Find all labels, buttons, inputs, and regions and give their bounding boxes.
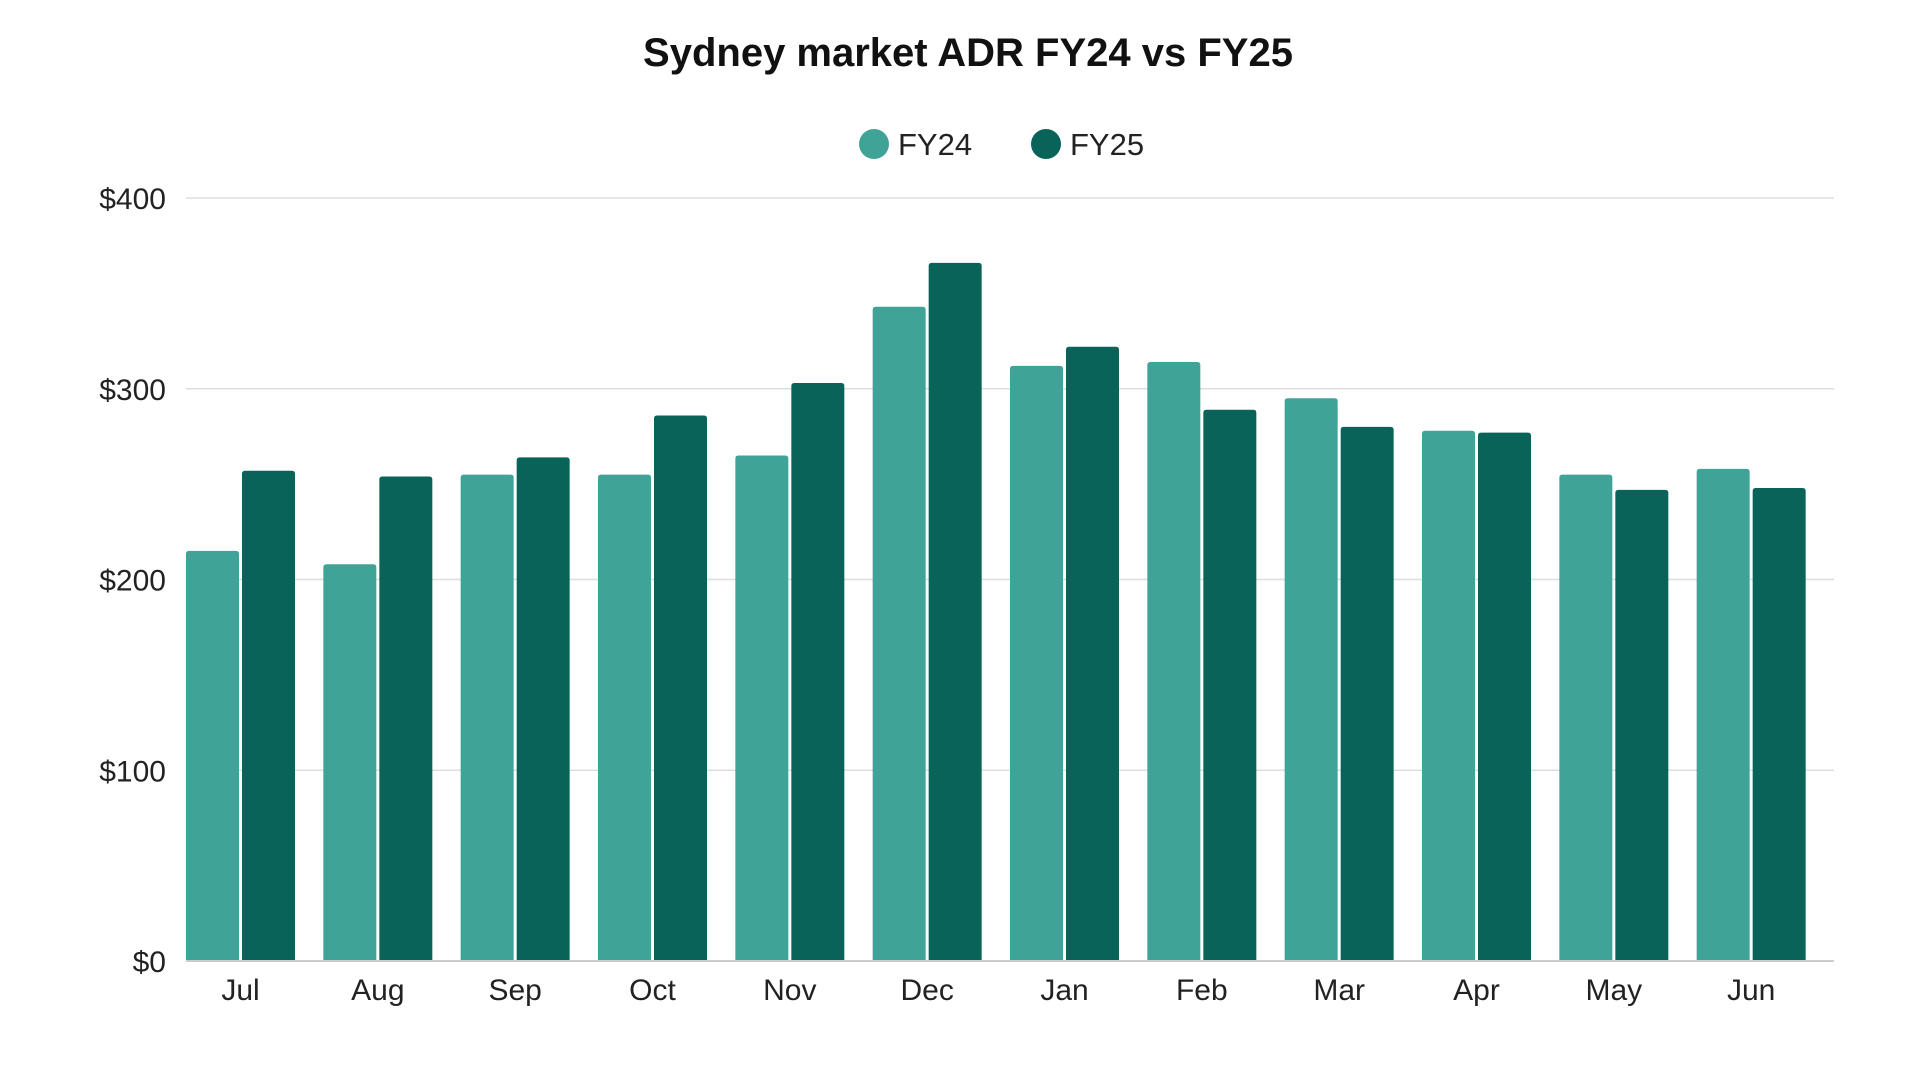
y-axis: $0 $100 $200 $300 $400 [99, 183, 166, 979]
y-tick-label: $100 [99, 755, 166, 788]
bar-fy24-dec [872, 306, 926, 961]
x-tick-label: May [1585, 974, 1642, 1007]
x-tick-label: Nov [763, 974, 816, 1007]
bar-fy24-oct [598, 474, 651, 961]
x-tick-label: Feb [1176, 974, 1228, 1007]
bar-fy24-aug [323, 564, 377, 961]
bar-fy24-may [1559, 474, 1613, 961]
y-tick-label: $0 [133, 946, 166, 979]
bar-fy25-jul [242, 470, 295, 961]
bar-fy25-mar [1340, 426, 1394, 961]
y-tick-label: $200 [99, 565, 166, 598]
legend-swatch-fy24 [859, 129, 889, 159]
bar-fy25-jun [1752, 487, 1806, 961]
bar-fy24-feb [1147, 362, 1201, 961]
x-tick-label: Sep [488, 974, 541, 1007]
bar-fy25-may [1615, 489, 1669, 961]
bar-fy24-jul [186, 550, 239, 961]
x-tick-label: Aug [351, 974, 404, 1007]
y-tick-label: $300 [99, 374, 166, 407]
bar-fy24-apr [1422, 430, 1475, 962]
bar-fy25-aug [379, 476, 433, 961]
bar-fy24-jan [1010, 365, 1063, 961]
legend: FY24 FY25 [859, 127, 1144, 162]
x-tick-label: Jun [1727, 974, 1775, 1007]
y-tick-label: $400 [99, 183, 166, 216]
bar-fy25-nov [791, 383, 845, 962]
bar-fy25-dec [928, 262, 982, 962]
chart-title: Sydney market ADR FY24 vs FY25 [643, 31, 1293, 75]
bar-fy25-jan [1066, 346, 1119, 961]
bar-fy24-nov [735, 455, 789, 961]
bar-fy25-oct [654, 415, 707, 962]
legend-swatch-fy25 [1031, 129, 1061, 159]
bar-fy25-sep [516, 457, 570, 961]
bar-fy25-feb [1203, 409, 1257, 961]
bar-fy24-sep [460, 474, 514, 961]
legend-label-fy24: FY24 [898, 127, 972, 162]
legend-label-fy25: FY25 [1070, 127, 1144, 162]
x-tick-label: Oct [629, 974, 676, 1007]
bars [186, 262, 1806, 962]
x-tick-label: Mar [1313, 974, 1365, 1007]
x-tick-label: Apr [1453, 974, 1500, 1007]
x-tick-label: Jan [1040, 974, 1088, 1007]
x-axis: Jul Aug Sep Oct Nov Dec Jan Feb Mar Apr May Jun [186, 960, 1834, 1007]
x-tick-label: Jul [221, 974, 259, 1007]
bar-fy24-jun [1696, 468, 1750, 961]
bar-fy25-apr [1478, 432, 1531, 961]
bar-fy24-mar [1284, 398, 1338, 962]
x-tick-label: Dec [900, 974, 953, 1007]
